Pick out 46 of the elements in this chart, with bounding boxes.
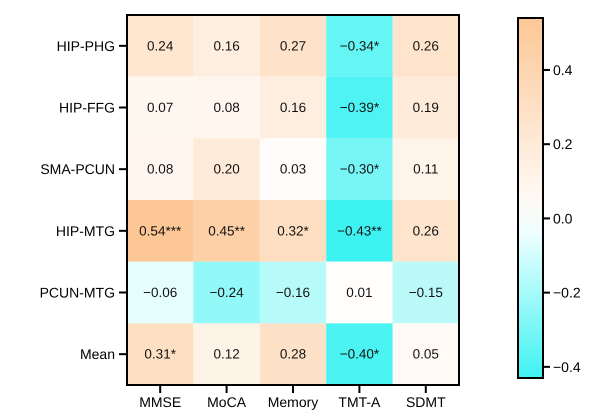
data-label: 0.20: [213, 162, 240, 177]
x-tick-label: TMT-A: [338, 394, 382, 410]
data-label: 0.26: [412, 223, 439, 238]
data-label: −0.39*: [340, 100, 380, 115]
data-label: 0.16: [280, 100, 306, 115]
data-label: 0.26: [412, 38, 439, 54]
data-label: 0.24: [147, 38, 174, 54]
data-label: −0.06: [143, 285, 178, 300]
color-bar-label: 0.2: [553, 136, 573, 152]
x-tick-label: MoCA: [207, 394, 247, 410]
data-label: −0.15: [408, 285, 443, 300]
y-tick-label: HIP-PHG: [56, 38, 115, 54]
data-label: 0.01: [346, 285, 373, 300]
data-label: 0.54***: [139, 223, 182, 238]
data-label: 0.03: [280, 162, 306, 177]
data-label: −0.34*: [340, 38, 380, 54]
data-label: −0.40*: [340, 346, 380, 362]
data-label: 0.16: [213, 38, 240, 54]
data-label: 0.32*: [277, 223, 310, 238]
data-label: 0.45**: [208, 223, 246, 238]
y-tick-label: PCUN-MTG: [40, 284, 115, 300]
data-label: 0.05: [412, 346, 439, 362]
y-tick-label: HIP-MTG: [56, 222, 115, 239]
data-label: 0.07: [147, 100, 174, 115]
data-label: 0.28: [280, 346, 306, 362]
data-label: 0.08: [147, 162, 174, 177]
data-label: 0.19: [412, 100, 439, 115]
x-tick-label: MMSE: [139, 394, 182, 410]
x-tick-label: Memory: [268, 394, 318, 410]
color-bar-label: −0.2: [553, 284, 581, 301]
data-label: 0.27: [280, 38, 306, 54]
data-label: 0.12: [213, 346, 240, 362]
color-bar-label: 0.4: [553, 62, 573, 78]
data-label: 0.11: [413, 162, 438, 177]
color-bar-label: 0.0: [553, 210, 573, 226]
y-tick-label: Mean: [80, 346, 115, 362]
y-tick-label: HIP-FFG: [59, 100, 115, 116]
x-tick-label: SDMT: [406, 394, 446, 410]
data-label: −0.24: [210, 285, 244, 300]
data-label: −0.30*: [340, 162, 380, 177]
data-label: 0.08: [213, 100, 240, 115]
data-label: −0.16: [276, 285, 310, 300]
color-bar-label: −0.4: [553, 358, 581, 375]
data-label: 0.31*: [144, 346, 177, 362]
y-tick-label: SMA-PCUN: [40, 161, 115, 178]
data-label: −0.43**: [337, 223, 382, 238]
